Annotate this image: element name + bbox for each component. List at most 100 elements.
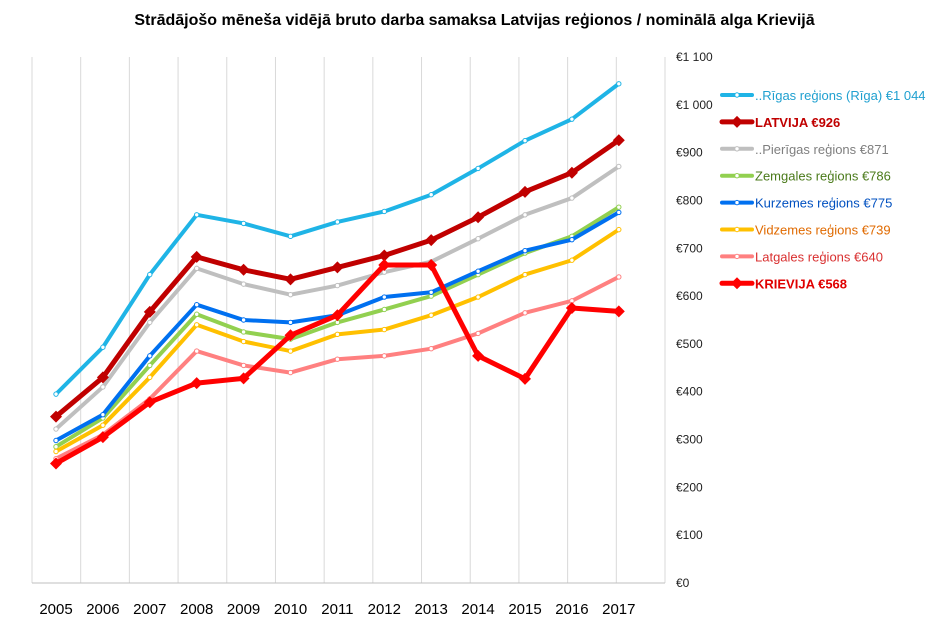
data-point xyxy=(100,422,106,428)
legend-entry: LATVIJA €926 xyxy=(719,115,840,130)
data-point xyxy=(240,317,247,323)
data-point xyxy=(100,384,106,390)
data-point xyxy=(522,271,528,278)
data-point xyxy=(616,274,622,280)
data-point xyxy=(381,306,387,313)
data-point xyxy=(428,192,434,198)
data-point xyxy=(237,263,250,276)
data-point xyxy=(428,312,434,318)
legend-layer: ..Rīgas reģions (Rīga) €1 044 LATVIJA €92… xyxy=(719,88,926,291)
data-point xyxy=(50,410,62,423)
data-point xyxy=(616,226,622,233)
data-point xyxy=(334,219,341,225)
data-point xyxy=(287,319,294,326)
data-point xyxy=(616,81,622,87)
data-point xyxy=(147,362,153,369)
data-point xyxy=(475,165,481,172)
legend-label: Latgales reģions €640 xyxy=(755,249,883,264)
data-point xyxy=(287,369,294,376)
data-point xyxy=(100,411,106,418)
data-point xyxy=(287,233,294,240)
data-point xyxy=(381,208,387,215)
x-tick-label: 2012 xyxy=(368,601,401,618)
data-point xyxy=(194,301,200,308)
y-tick-label: €1 000 xyxy=(676,98,713,112)
data-point xyxy=(334,282,341,289)
legend-label: Zemgales reģions €786 xyxy=(755,169,891,184)
data-point xyxy=(428,289,434,295)
y-tick-label: €1 100 xyxy=(676,50,713,64)
data-point xyxy=(334,356,341,362)
data-point xyxy=(378,259,391,272)
data-point xyxy=(425,234,438,247)
legend-label: ..Pierīgas reģions €871 xyxy=(755,142,889,157)
data-point xyxy=(616,163,622,170)
data-point xyxy=(569,195,575,201)
legend-marker xyxy=(734,199,740,206)
data-point xyxy=(240,362,247,369)
legend-entry: KRIEVIJA €568 xyxy=(719,276,847,291)
data-point xyxy=(381,294,387,300)
data-point xyxy=(143,305,156,318)
data-point xyxy=(147,319,153,326)
series-group xyxy=(50,134,625,423)
y-tick-label: €300 xyxy=(676,433,703,447)
data-point xyxy=(143,396,156,409)
legend-label: Kurzemes reģions €775 xyxy=(755,196,892,211)
data-point xyxy=(240,338,247,345)
data-point xyxy=(53,448,59,455)
data-point xyxy=(569,116,575,122)
data-point xyxy=(472,349,485,362)
data-point xyxy=(569,236,575,243)
data-point xyxy=(194,265,200,272)
legend-marker xyxy=(731,277,743,290)
data-point xyxy=(475,268,481,274)
x-tick-label: 2006 xyxy=(86,601,119,618)
y-tick-label: €600 xyxy=(676,289,703,303)
x-tick-label: 2005 xyxy=(39,601,72,618)
series-group xyxy=(53,81,622,397)
x-tick-label: 2008 xyxy=(180,601,213,618)
legend-entry: Kurzemes reģions €775 xyxy=(720,196,892,211)
data-point xyxy=(565,166,578,179)
x-tick-label: 2015 xyxy=(508,601,541,618)
data-point xyxy=(190,377,203,390)
series-line xyxy=(54,81,621,397)
data-point xyxy=(190,250,203,263)
data-point xyxy=(565,302,578,315)
legend-entry: ..Pierīgas reģions €871 xyxy=(720,142,889,157)
legend-marker xyxy=(734,92,740,98)
legend-marker xyxy=(734,173,740,179)
data-point xyxy=(194,212,200,218)
legend-marker xyxy=(731,115,743,128)
data-point xyxy=(240,220,247,227)
series-line xyxy=(53,262,622,466)
data-point xyxy=(334,331,341,338)
data-point xyxy=(194,348,200,354)
data-point xyxy=(96,431,109,444)
data-point xyxy=(428,345,434,352)
data-point xyxy=(475,330,481,337)
data-point xyxy=(96,371,109,384)
data-point xyxy=(519,372,531,385)
legend-entry: Vidzemes reģions €739 xyxy=(720,223,891,238)
y-tick-label: €400 xyxy=(676,385,703,399)
data-point xyxy=(616,204,622,210)
data-point xyxy=(378,249,391,262)
series-group xyxy=(50,259,625,470)
data-point xyxy=(381,326,387,333)
series-layer xyxy=(50,81,625,470)
data-point xyxy=(522,247,528,254)
data-point xyxy=(194,311,200,317)
data-point xyxy=(284,329,297,342)
y-tick-label: €100 xyxy=(676,528,703,542)
data-point xyxy=(381,353,387,359)
x-tick-label: 2017 xyxy=(602,601,635,618)
legend-label: KRIEVIJA €568 xyxy=(755,276,847,291)
legend-entry: Zemgales reģions €786 xyxy=(720,169,891,184)
data-point xyxy=(616,209,622,216)
data-point xyxy=(612,305,625,318)
data-point xyxy=(194,322,200,328)
data-point xyxy=(331,261,344,274)
